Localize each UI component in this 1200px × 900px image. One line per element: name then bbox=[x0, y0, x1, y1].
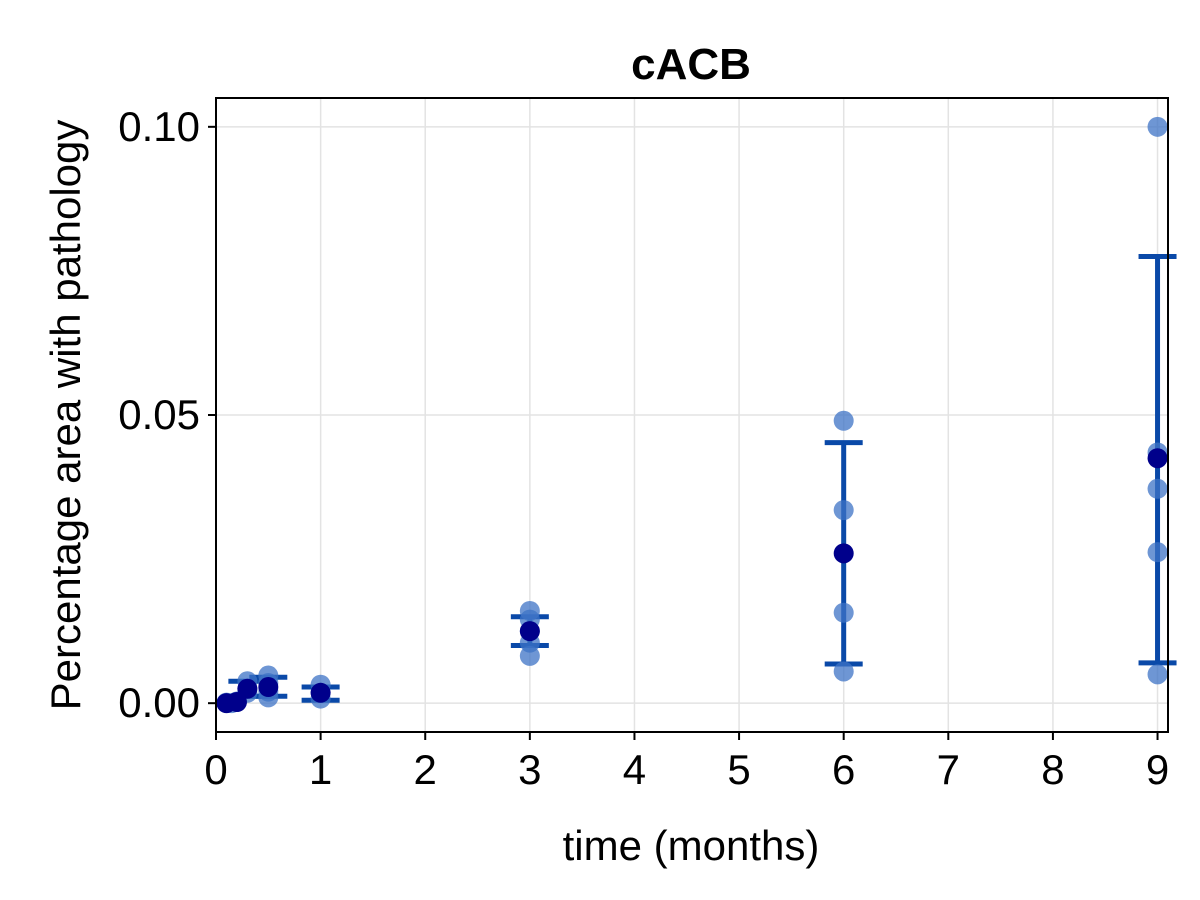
mean-point bbox=[237, 678, 258, 699]
error-bars bbox=[228, 254, 1177, 703]
data-point bbox=[1147, 542, 1168, 563]
x-tick-label: 1 bbox=[309, 746, 332, 793]
x-tick-label: 9 bbox=[1146, 746, 1169, 793]
data-point bbox=[833, 661, 854, 682]
grid-lines bbox=[215, 98, 1168, 732]
y-tick-label: 0.00 bbox=[118, 679, 200, 726]
x-tick-label: 8 bbox=[1041, 746, 1064, 793]
x-tick-label: 6 bbox=[832, 746, 855, 793]
y-axis-label: Percentage area with pathology bbox=[42, 120, 89, 711]
mean-point bbox=[519, 621, 540, 642]
x-tick-label: 4 bbox=[623, 746, 646, 793]
x-tick-label: 2 bbox=[414, 746, 437, 793]
x-tick-label: 5 bbox=[727, 746, 750, 793]
data-point bbox=[1147, 664, 1168, 685]
chart-title: cACB bbox=[631, 40, 751, 89]
axis-ticks: 0 1 2 3 4 5 6 7 8 9 0.00 0.05 0.10 bbox=[118, 103, 1169, 793]
data-point bbox=[833, 500, 854, 521]
x-tick-label: 0 bbox=[204, 746, 227, 793]
data-point bbox=[1147, 116, 1168, 137]
mean-point bbox=[258, 677, 279, 698]
x-tick-label: 7 bbox=[937, 746, 960, 793]
x-tick-label: 3 bbox=[518, 746, 541, 793]
x-axis-label: time (months) bbox=[563, 822, 820, 869]
y-tick-label: 0.05 bbox=[118, 391, 200, 438]
mean-point bbox=[310, 682, 331, 703]
mean-points bbox=[216, 448, 1168, 714]
y-tick-label: 0.10 bbox=[118, 103, 200, 150]
data-point bbox=[833, 410, 854, 431]
mean-point bbox=[1147, 448, 1168, 469]
data-point bbox=[1147, 478, 1168, 499]
data-point bbox=[519, 600, 540, 621]
mean-point bbox=[833, 543, 854, 564]
data-point bbox=[833, 602, 854, 623]
